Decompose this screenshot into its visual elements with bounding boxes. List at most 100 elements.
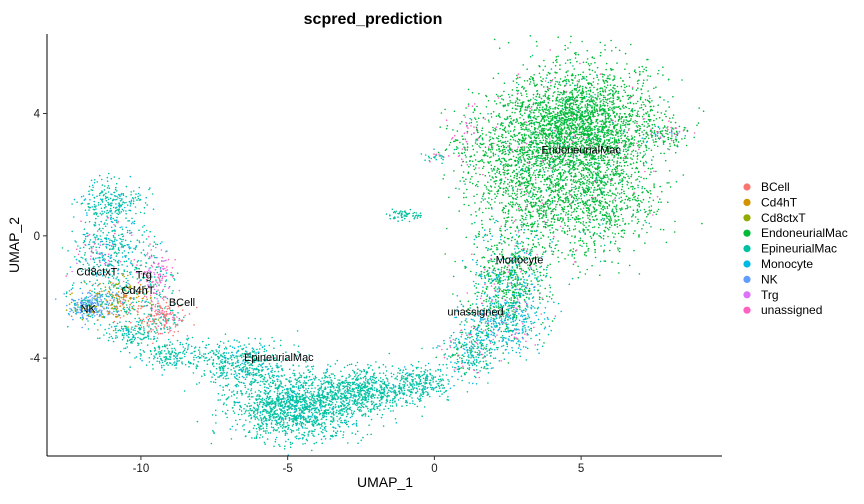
cell-point <box>552 61 555 64</box>
cell-point <box>494 130 496 132</box>
cell-point <box>585 87 588 89</box>
cell-point <box>567 59 569 61</box>
cell-point <box>590 95 593 97</box>
cell-point <box>575 119 578 122</box>
cell-point <box>578 161 581 164</box>
cell-point <box>557 183 560 186</box>
cell-point <box>608 163 611 166</box>
cell-point <box>583 134 585 137</box>
cell-point <box>622 217 624 220</box>
cell-point <box>643 120 646 123</box>
cell-point <box>511 94 513 96</box>
cell-point <box>597 92 599 94</box>
cell-point <box>615 205 617 208</box>
cell-point <box>481 223 483 226</box>
cell-point <box>528 195 530 198</box>
cell-point <box>646 58 648 61</box>
cell-point <box>604 119 607 121</box>
cell-point <box>605 183 607 186</box>
cell-point <box>645 136 648 138</box>
cell-point <box>611 192 614 195</box>
cell-point <box>633 136 636 138</box>
cell-point <box>571 235 573 237</box>
cell-point <box>645 177 648 180</box>
cell-point <box>651 127 654 129</box>
cell-point <box>601 187 603 189</box>
cell-point <box>586 109 589 111</box>
cell-point <box>539 122 541 125</box>
cell-point <box>521 148 523 151</box>
cell-point <box>544 247 546 249</box>
cell-point <box>548 94 550 97</box>
cell-point <box>538 104 540 106</box>
cell-point <box>517 73 520 75</box>
cell-point <box>524 184 526 187</box>
cell-point <box>472 111 475 114</box>
cell-point <box>542 139 545 141</box>
cell-point <box>567 213 569 216</box>
cell-point <box>603 194 606 196</box>
cell-point <box>526 157 529 160</box>
cell-point <box>633 249 635 252</box>
cell-point <box>545 134 548 137</box>
cell-point <box>631 86 634 89</box>
cell-point <box>531 226 533 229</box>
cell-point <box>684 137 686 140</box>
cell-point <box>672 140 675 142</box>
cell-point <box>516 227 519 229</box>
cell-point <box>576 84 578 87</box>
cell-point <box>552 208 554 211</box>
cell-point <box>533 109 536 112</box>
cell-point <box>514 126 516 128</box>
cell-point <box>532 243 535 245</box>
cell-point <box>596 162 599 165</box>
cell-point <box>510 201 512 203</box>
cell-point <box>634 171 636 174</box>
cell-point <box>632 149 635 152</box>
cell-point <box>596 76 598 78</box>
cell-point <box>484 198 486 200</box>
cell-point <box>600 219 602 221</box>
cell-point <box>517 162 519 165</box>
cell-point <box>572 162 575 165</box>
cell-point <box>573 186 575 189</box>
cell-point <box>481 197 483 200</box>
cell-point <box>495 93 498 96</box>
cell-point <box>540 207 543 209</box>
cell-point <box>617 123 619 125</box>
cell-point <box>571 105 573 108</box>
cell-point <box>602 89 604 91</box>
cell-point <box>616 165 619 167</box>
cell-point <box>650 171 652 173</box>
cell-point <box>610 178 613 181</box>
cell-point <box>514 104 517 107</box>
cell-point <box>597 83 599 85</box>
cell-point <box>536 136 538 139</box>
cell-point <box>511 187 514 190</box>
cell-point <box>620 157 622 160</box>
cell-point <box>636 122 638 125</box>
cell-point <box>526 205 528 208</box>
cell-point <box>620 137 622 140</box>
cell-point <box>528 115 531 117</box>
cell-point <box>521 169 524 171</box>
cell-point <box>620 169 623 171</box>
cell-point <box>518 171 520 173</box>
cell-point <box>608 89 610 92</box>
cell-point <box>453 110 456 113</box>
cell-point <box>596 110 599 113</box>
cell-point <box>611 168 614 171</box>
cell-point <box>572 228 575 231</box>
cell-point <box>594 189 596 191</box>
cell-point <box>569 161 571 164</box>
cell-point <box>565 90 568 93</box>
cell-point <box>650 205 653 207</box>
cell-point <box>544 133 547 135</box>
cell-point <box>516 74 518 77</box>
cell-point <box>549 203 552 205</box>
cell-point <box>497 155 500 157</box>
cell-point <box>574 180 577 182</box>
cell-point <box>598 107 601 109</box>
cell-point <box>674 151 677 154</box>
cell-point <box>623 165 626 167</box>
